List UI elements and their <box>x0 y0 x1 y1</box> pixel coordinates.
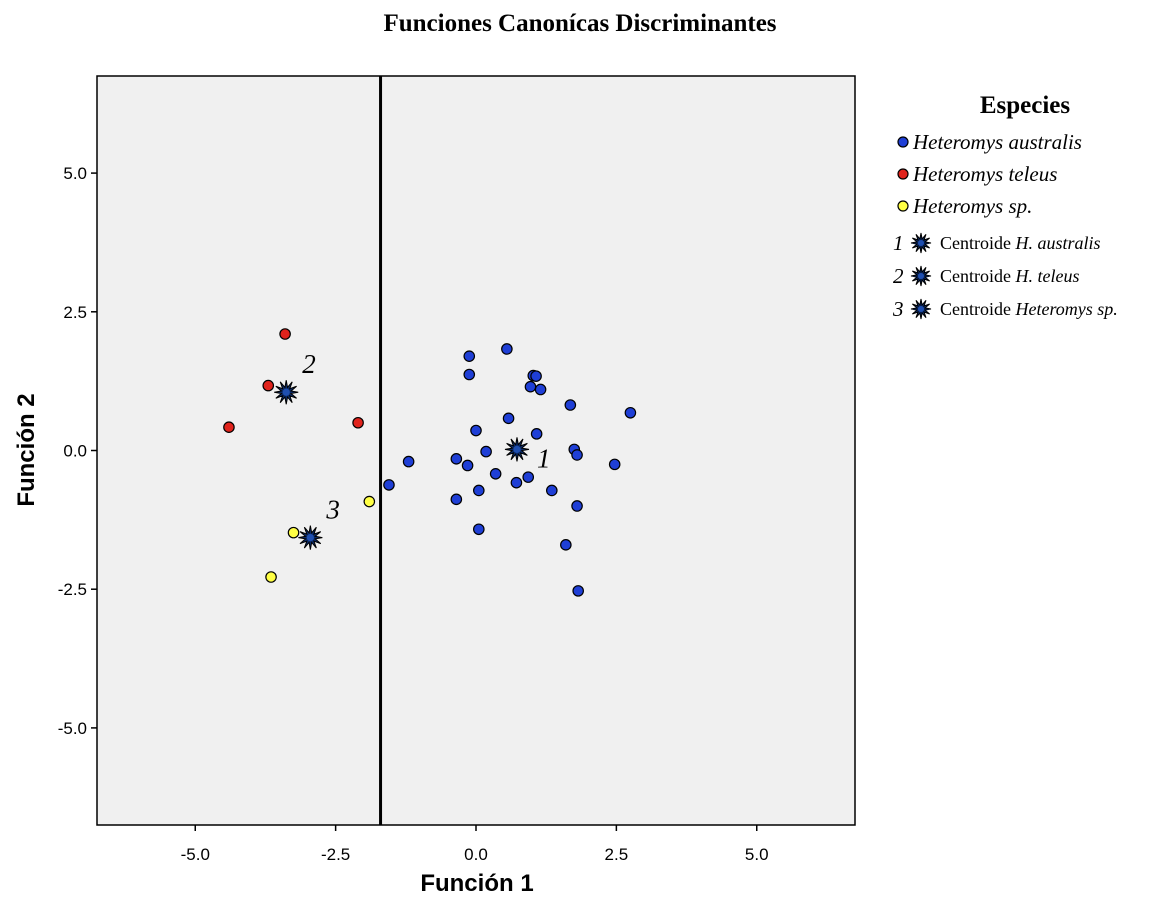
data-point <box>450 453 463 465</box>
data-point <box>534 383 547 396</box>
centroid-star-icon <box>504 437 530 462</box>
legend-centroid-number: 3 <box>892 297 904 321</box>
y-tick-label: 5.0 <box>63 164 87 183</box>
centroid-star-core <box>918 240 924 246</box>
centroid-star-core <box>282 388 290 396</box>
data-point <box>624 406 637 419</box>
data-point <box>265 571 277 583</box>
data-point <box>402 455 415 468</box>
data-point <box>571 449 583 461</box>
y-tick-label: 2.5 <box>63 303 87 322</box>
x-tick-label: 2.5 <box>605 845 629 864</box>
data-point <box>502 412 515 425</box>
centroid-star-core <box>918 273 924 279</box>
legend-centroid-number: 2 <box>893 264 904 288</box>
data-point <box>383 479 395 491</box>
data-point <box>480 445 492 458</box>
centroid-star-core <box>918 306 924 312</box>
plot-area <box>96 75 856 826</box>
x-axis-title: Función 1 <box>420 870 533 897</box>
legend-star-icon <box>910 265 932 287</box>
y-tick-label: -2.5 <box>58 580 87 599</box>
data-point <box>473 523 485 536</box>
data-point <box>571 500 583 512</box>
data-point <box>522 471 535 483</box>
centroid-label: 2 <box>302 349 316 379</box>
data-point <box>545 484 558 497</box>
centroid-star-core <box>306 534 314 542</box>
legend: Especies Heteromys australis Heteromys te… <box>892 92 1118 321</box>
centroid-label: 3 <box>325 495 340 525</box>
series-0 <box>383 343 637 597</box>
centroid-label: 1 <box>537 443 551 473</box>
legend-centroid-number: 1 <box>893 231 904 255</box>
x-tick-label: 0.0 <box>464 845 488 864</box>
legend-item: Heteromys sp. <box>897 194 1032 218</box>
centroid-star-icon <box>274 380 299 405</box>
data-point <box>463 350 476 362</box>
data-points <box>223 328 637 597</box>
legend-label: Heteromys sp. <box>912 194 1032 218</box>
x-tick-label: 5.0 <box>745 845 769 864</box>
legend-label: Heteromys teleus <box>912 162 1057 186</box>
data-point <box>524 380 537 393</box>
x-tick-label: -2.5 <box>321 845 350 864</box>
data-point <box>530 370 542 382</box>
centroids: 1 2 3 <box>274 349 551 550</box>
legend-item: Heteromys teleus <box>897 162 1057 186</box>
legend-centroid-label: Centroide H. teleus <box>940 266 1079 286</box>
data-point <box>262 379 275 392</box>
data-point <box>560 539 572 551</box>
data-point <box>608 458 621 471</box>
legend-star-icon <box>910 298 932 320</box>
data-point <box>450 493 463 506</box>
data-point <box>470 424 482 437</box>
x-tick-label: -5.0 <box>181 845 210 864</box>
legend-star-icon <box>910 232 932 254</box>
data-point <box>510 476 523 489</box>
centroid-star-core <box>513 445 521 453</box>
series-2 <box>265 495 376 583</box>
legend-centroid-label: Centroide H. australis <box>940 233 1101 253</box>
data-point <box>352 416 364 429</box>
data-point <box>279 328 291 340</box>
legend-centroid-label: Centroide Heteromys sp. <box>940 299 1118 319</box>
y-tick-label: -5.0 <box>58 719 87 738</box>
y-axis: -5.0 -2.5 0.0 2.5 5.0 <box>58 164 97 738</box>
y-axis-title: Función 2 <box>13 393 40 506</box>
data-point <box>363 495 376 508</box>
legend-centroid-item: 1 Centroide H. australis <box>893 231 1101 255</box>
legend-centroid-item: 2 Centroide H. teleus <box>893 264 1079 288</box>
centroid-star-icon <box>298 525 323 550</box>
data-point <box>473 484 485 497</box>
data-point <box>501 343 513 355</box>
data-point <box>572 585 584 597</box>
data-point <box>287 526 300 539</box>
data-point <box>530 428 543 440</box>
series-1 <box>223 328 364 433</box>
legend-marker <box>897 168 909 180</box>
legend-title: Especies <box>980 92 1071 119</box>
data-point <box>461 459 474 472</box>
chart-title: Funciones Canonícas Discriminantes <box>383 10 776 37</box>
data-point <box>489 468 502 480</box>
legend-marker <box>897 200 909 212</box>
legend-centroid-item: 3 Centroide Heteromys sp. <box>892 297 1118 321</box>
data-point <box>223 421 235 433</box>
legend-label: Heteromys australis <box>912 130 1082 154</box>
data-point <box>463 368 476 381</box>
legend-marker <box>897 136 909 148</box>
legend-item: Heteromys australis <box>897 130 1082 154</box>
x-axis: -5.0 -2.5 0.0 2.5 5.0 <box>181 825 769 864</box>
y-tick-label: 0.0 <box>63 442 87 461</box>
data-point <box>564 399 577 411</box>
